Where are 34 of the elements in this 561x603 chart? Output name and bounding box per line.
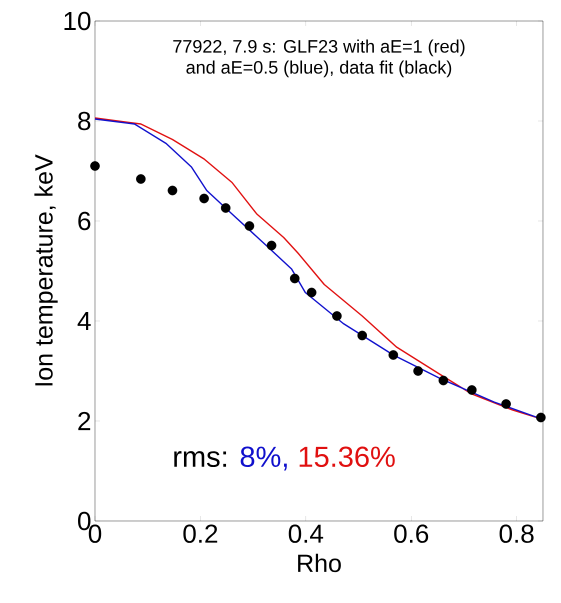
y-tick-label: 8 <box>78 112 90 130</box>
annotation: 15.36% <box>300 446 395 468</box>
point <box>136 174 146 184</box>
point <box>467 385 477 395</box>
x-tick-label: 0.6 <box>394 524 428 543</box>
x-tick-label: 0.2 <box>183 524 218 543</box>
point <box>168 186 178 196</box>
annotation: 8%, <box>240 446 287 470</box>
x-axis-title: Rho <box>298 554 341 572</box>
y-tick-label: 2 <box>78 412 90 430</box>
point <box>220 203 231 213</box>
annotation: and aE=0.5 (blue), data fit (black) <box>186 60 452 78</box>
y-tick-label: 6 <box>78 212 90 230</box>
point <box>90 161 100 171</box>
point <box>266 240 276 250</box>
point <box>388 350 398 360</box>
annotation: 77922, 7.9 s: GLF23 with aE=1 (red) <box>173 40 464 56</box>
point <box>332 311 342 321</box>
point <box>413 366 423 376</box>
point <box>536 412 546 422</box>
y-tick-label: 10 <box>64 12 90 30</box>
x-tick-label: 0.4 <box>288 524 324 543</box>
point <box>438 376 448 386</box>
annotation: rms: <box>174 451 226 468</box>
point <box>244 221 254 231</box>
x-tick-label: 0.8 <box>500 524 534 543</box>
y-axis-title: Ion temperature, keV <box>34 154 58 386</box>
point <box>357 330 368 340</box>
point <box>501 399 511 409</box>
y-tick-label: 4 <box>78 312 91 330</box>
point <box>199 194 209 204</box>
y-tick-label: 0 <box>78 512 90 530</box>
point <box>306 288 316 298</box>
point <box>290 274 300 284</box>
